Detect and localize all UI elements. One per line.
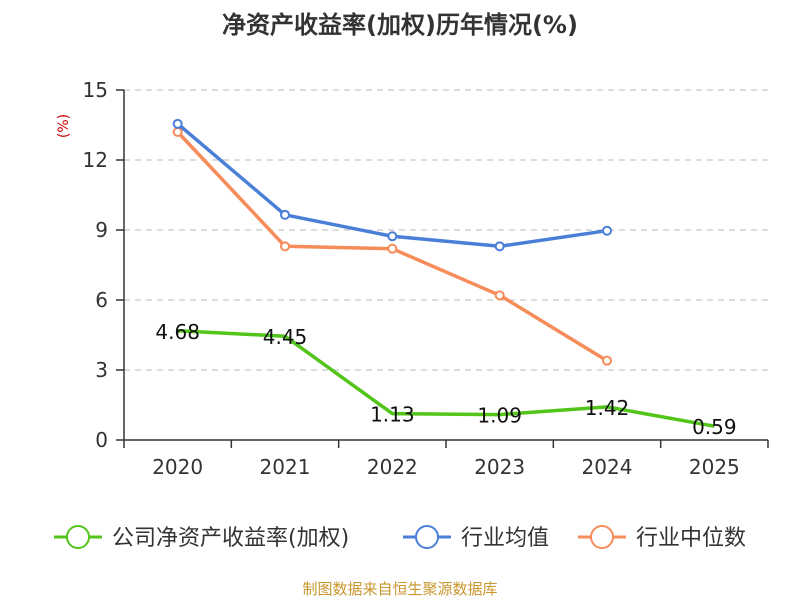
series-0 (177, 329, 715, 428)
grid (124, 89, 768, 371)
series-line (177, 329, 715, 428)
legend[interactable]: 公司净资产收益率(加权) 行业均值 行业中位数 (54, 525, 746, 551)
y-tick-label: 3 (95, 358, 108, 382)
data-label: 1.09 (477, 404, 522, 428)
legend-circle-icon (590, 525, 614, 549)
series-2 (172, 127, 612, 366)
legend-item-1[interactable]: 行业均值 (403, 525, 549, 551)
data-point[interactable] (387, 231, 398, 242)
data-label: 4.68 (155, 320, 200, 344)
x-tick-label: 2025 (689, 455, 740, 479)
chart-title: 净资产收益率(加权)历年情况(%) (222, 11, 578, 39)
data-label: 4.45 (263, 325, 308, 349)
y-axis-label: (%) (56, 114, 72, 138)
data-point[interactable] (172, 118, 183, 129)
data-label: 1.42 (585, 396, 630, 420)
x-tick-label: 2023 (474, 455, 525, 479)
data-point[interactable] (280, 209, 290, 220)
y-tick-label: 15 (83, 78, 108, 102)
y-tick-label: 0 (95, 428, 108, 452)
legend-label: 行业均值 (461, 526, 549, 551)
axes: 0 3 6 9 12 15 2020 2021 2022 2023 2024 2025 (83, 78, 769, 479)
data-label: 1.13 (370, 403, 415, 427)
series-1 (172, 118, 612, 252)
legend-label: 公司净资产收益率(加权) (112, 526, 349, 551)
data-point[interactable] (602, 355, 612, 366)
legend-label: 行业中位数 (636, 526, 746, 551)
data-labels: 4.68 4.45 1.13 1.09 1.42 0.59 (155, 320, 736, 439)
y-tick-label: 6 (95, 288, 108, 312)
y-tick-label: 12 (83, 148, 108, 172)
x-tick-label: 2022 (367, 455, 418, 479)
legend-circle-icon (415, 525, 439, 549)
x-tick-label: 2020 (152, 455, 203, 479)
series-line (176, 122, 608, 249)
data-point[interactable] (387, 243, 398, 254)
legend-circle-icon (66, 525, 90, 549)
data-point[interactable] (280, 241, 290, 252)
y-tick-label: 9 (95, 218, 108, 242)
x-tick-label: 2021 (260, 455, 311, 479)
legend-item-2[interactable]: 行业中位数 (578, 525, 746, 551)
data-point[interactable] (172, 127, 183, 137)
data-point[interactable] (494, 290, 505, 301)
x-tick-label: 2024 (582, 455, 633, 479)
series (172, 118, 715, 428)
data-point[interactable] (494, 241, 505, 252)
data-point[interactable] (602, 225, 612, 236)
source-note: 制图数据来自恒生聚源数据库 (302, 580, 497, 598)
data-label: 0.59 (692, 415, 737, 439)
legend-item-0[interactable]: 公司净资产收益率(加权) (54, 525, 349, 551)
